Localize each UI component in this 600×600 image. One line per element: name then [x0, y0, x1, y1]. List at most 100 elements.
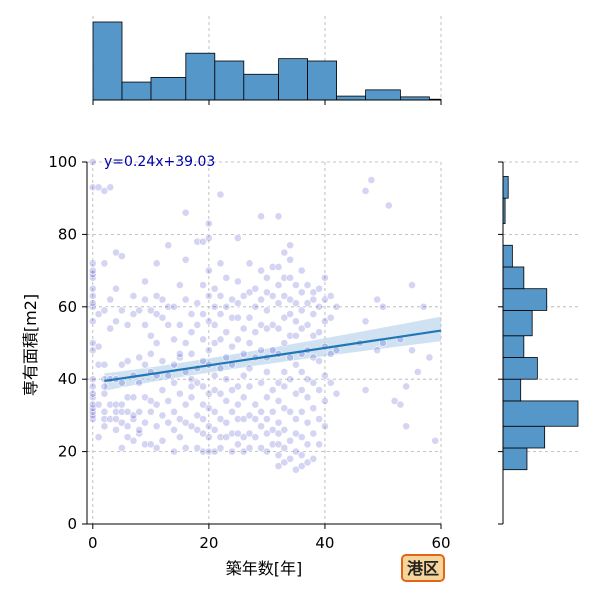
- scatter-point: [152, 400, 161, 409]
- scatter-point: [175, 320, 184, 329]
- scatter-point: [100, 259, 109, 268]
- scatter-point: [216, 415, 225, 423]
- scatter-point: [286, 353, 295, 362]
- scatter-point: [210, 386, 219, 394]
- scatter-point: [88, 284, 97, 293]
- scatter-point: [263, 368, 271, 376]
- scatter-point: [100, 389, 109, 398]
- scatter-point: [233, 429, 242, 438]
- scatter-point: [117, 400, 126, 409]
- top-hist-bar: [214, 60, 245, 101]
- top-hist-bar: [185, 52, 216, 101]
- scatter-point: [146, 331, 155, 340]
- scatter-point: [164, 371, 173, 380]
- scatter-point: [228, 386, 236, 394]
- scatter-point: [321, 273, 329, 282]
- scatter-point: [390, 397, 399, 405]
- scatter-point: [164, 397, 173, 405]
- x-tick-label: 0: [88, 534, 98, 552]
- scatter-point: [129, 393, 138, 402]
- scatter-point: [286, 310, 295, 318]
- x-tick-label: 20: [199, 534, 218, 552]
- scatter-point: [297, 288, 306, 297]
- y-tick-label: 60: [58, 298, 77, 316]
- scatter-point: [274, 299, 283, 308]
- scatter-point: [280, 444, 289, 452]
- scatter-point: [117, 252, 126, 261]
- scatter-point: [280, 313, 289, 322]
- scatter-point: [239, 324, 248, 333]
- scatter-point: [263, 415, 271, 423]
- scatter-point: [152, 259, 161, 268]
- scatter-point: [152, 310, 161, 318]
- scatter-point: [204, 389, 213, 398]
- scatter-point: [425, 353, 434, 362]
- scatter-point: [373, 346, 382, 355]
- scatter-point: [239, 349, 248, 358]
- right-hist-bar: [502, 378, 522, 402]
- scatter-point: [222, 273, 231, 282]
- scatter-point: [297, 407, 306, 416]
- scatter-point: [216, 190, 225, 199]
- scatter-point: [152, 292, 161, 300]
- scatter-point: [257, 266, 265, 275]
- scatter-point: [297, 386, 306, 394]
- scatter-point: [158, 357, 167, 365]
- scatter-point: [274, 418, 283, 427]
- scatter-point: [297, 462, 306, 470]
- scatter-point: [292, 429, 300, 438]
- scatter-point: [292, 317, 300, 326]
- scatter-point: [280, 382, 289, 391]
- scatter-point: [170, 425, 178, 434]
- scatter-point: [263, 306, 271, 315]
- scatter-point: [233, 299, 242, 308]
- scatter-point: [286, 436, 295, 445]
- scatter-point: [280, 458, 289, 467]
- scatter-point: [158, 313, 167, 322]
- top-hist-bars: [92, 21, 442, 101]
- scatter-point: [175, 389, 184, 398]
- scatter-point: [332, 346, 341, 355]
- scatter-point: [233, 277, 242, 286]
- scatter-point: [204, 404, 213, 413]
- scatter-point: [187, 422, 196, 431]
- scatter-point: [216, 292, 225, 300]
- scatter-point: [321, 422, 329, 431]
- scatter-point: [309, 429, 318, 438]
- scatter-point: [332, 302, 341, 311]
- scatter-point: [158, 436, 167, 445]
- y-tick-label: 100: [48, 153, 77, 171]
- scatter-point: [199, 415, 207, 423]
- scatter-point: [199, 447, 207, 456]
- scatter-point: [315, 284, 324, 293]
- top-hist-bar: [307, 60, 338, 101]
- scatter-point: [88, 317, 97, 326]
- top-hist-bar: [278, 58, 309, 101]
- scatter-point: [361, 386, 370, 394]
- scatter-point: [216, 335, 225, 344]
- scatter-point: [123, 320, 132, 329]
- right-hist-bar: [502, 176, 509, 199]
- scatter-point: [280, 248, 289, 257]
- scatter-point: [326, 313, 335, 322]
- scatter-point: [216, 389, 225, 398]
- scatter-point: [367, 176, 376, 184]
- scatter-point: [309, 454, 318, 463]
- scatter-point: [251, 284, 260, 293]
- scatter-point: [245, 444, 254, 452]
- scatter-point: [263, 447, 271, 456]
- scatter-point: [123, 357, 132, 365]
- scatter-point: [419, 302, 428, 311]
- x-axis-ticks: 0 20 40 60: [88, 524, 451, 552]
- x-tick-label: 60: [431, 534, 450, 552]
- top-hist-bar: [365, 89, 401, 101]
- scatter-point: [315, 415, 324, 423]
- scatter-point: [263, 429, 271, 438]
- scatter-point: [210, 371, 219, 380]
- scatter-point: [210, 407, 219, 416]
- scatter-point: [263, 273, 271, 282]
- scatter-point: [228, 313, 236, 322]
- scatter-points: [88, 158, 440, 474]
- right-hist-bar: [502, 244, 513, 268]
